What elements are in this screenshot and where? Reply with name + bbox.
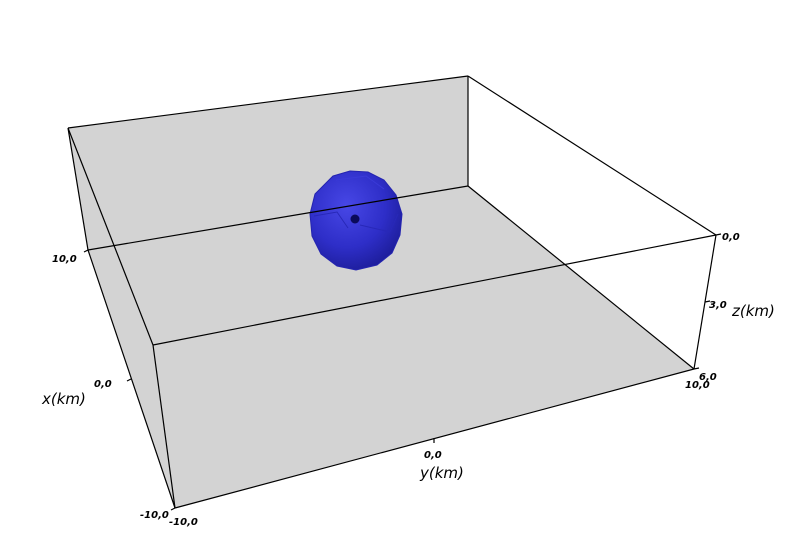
floor-plane [88, 186, 694, 508]
x-tick-label-top: 10,0 [52, 254, 77, 265]
x-tick-label-bottom: -10,0 [140, 510, 169, 521]
x-tick-label-center: 0,0 [94, 379, 112, 390]
back-wall [68, 76, 468, 250]
box-edge [87, 185, 469, 251]
bounding-box [67, 75, 717, 509]
box-edge [152, 344, 176, 509]
z-tick-label-bottom: 6,0 [699, 372, 717, 383]
box-edge [67, 75, 469, 129]
box-edge [467, 185, 695, 370]
sphere-facet [335, 175, 385, 190]
z-axis-title: z(km) [731, 302, 775, 320]
source-sphere [309, 170, 403, 271]
y-tick-label-center: 0,0 [424, 450, 442, 461]
box-edge [467, 75, 717, 236]
sphere-facet [359, 213, 399, 233]
z-tick-mark [715, 233, 722, 236]
z-tick-label-mid: 3,0 [709, 300, 727, 311]
tick-marks [83, 233, 722, 511]
z-tick-label-top: 0,0 [722, 232, 740, 243]
y-tick-label-end: 10,0 [685, 380, 710, 391]
y-tick-label-start: -10,0 [169, 517, 198, 528]
sphere-facet [313, 211, 349, 229]
box-edge [67, 127, 154, 346]
z-tick-mark [704, 300, 711, 303]
z-tick-mark [693, 367, 700, 370]
source-center-point [350, 214, 360, 224]
box-edge [152, 234, 717, 346]
y-axis-title: y(km) [419, 464, 464, 482]
x-axis-title: x(km) [41, 390, 86, 408]
x-tick-mark [83, 249, 89, 253]
x-tick-mark [170, 507, 176, 511]
box-edge [87, 249, 176, 509]
box-edge [67, 127, 89, 251]
x-tick-mark [126, 378, 132, 382]
